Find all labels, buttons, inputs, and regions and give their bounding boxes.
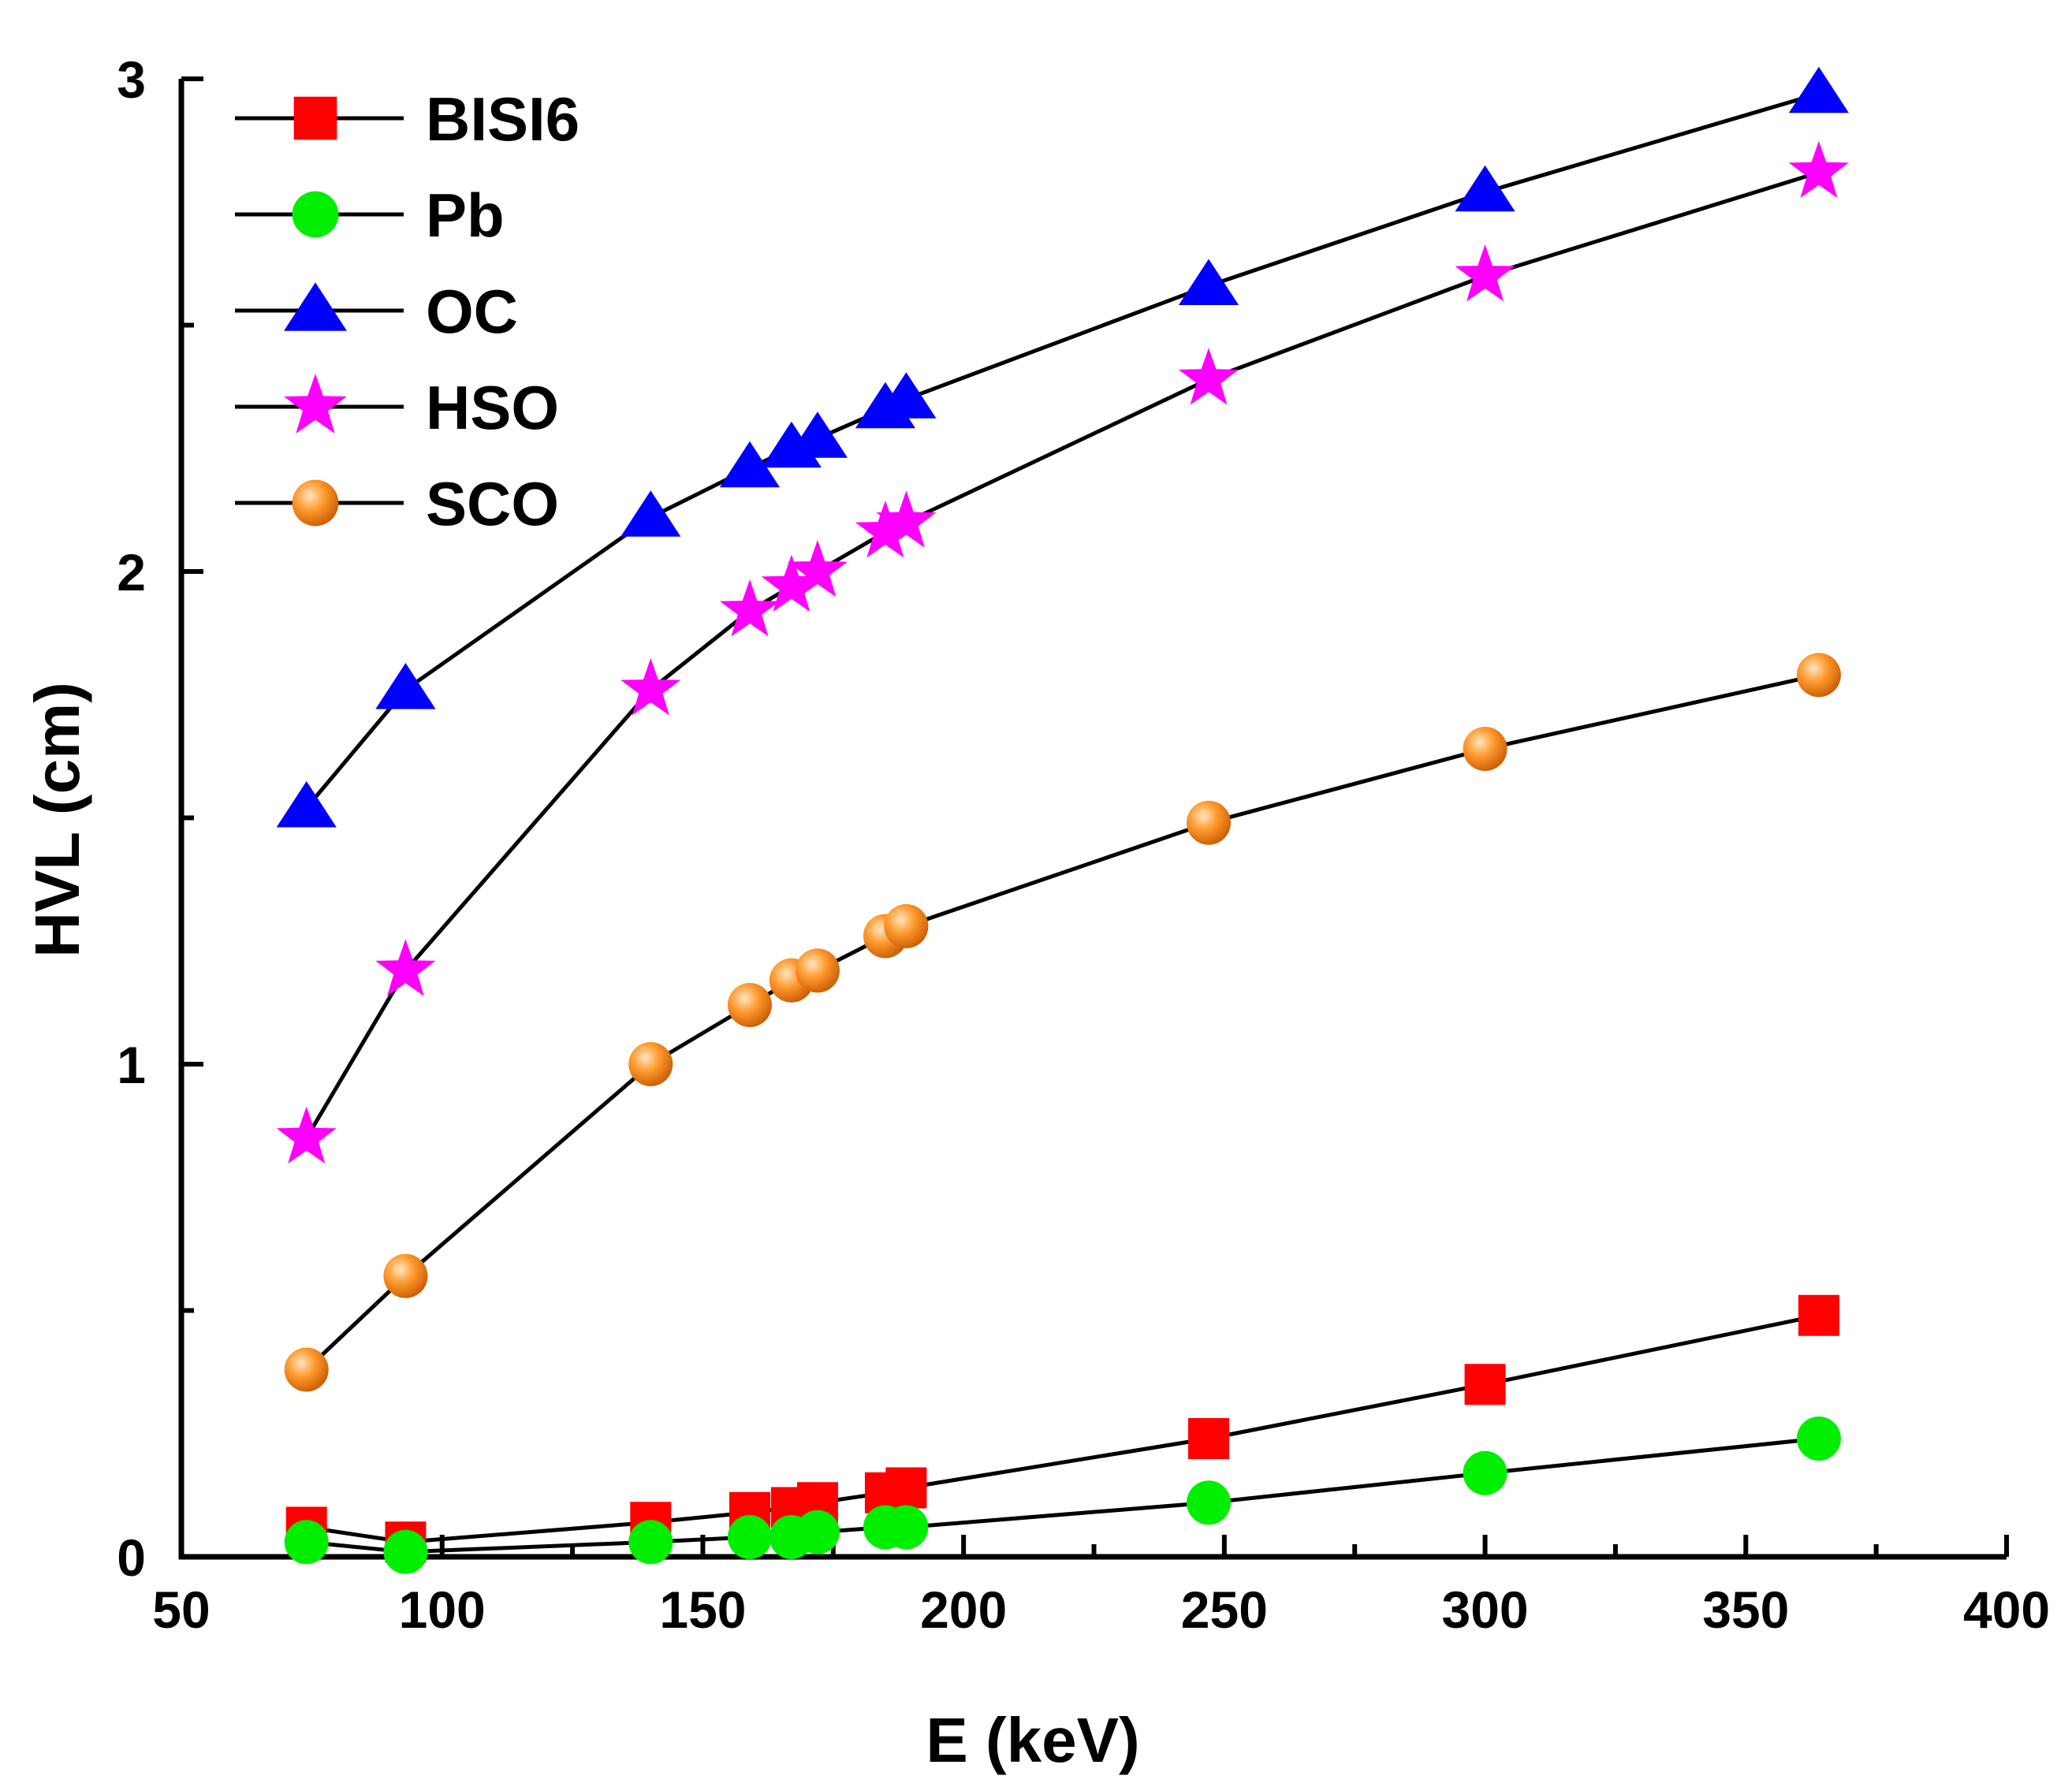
legend-item-pb: Pb [235, 181, 505, 250]
series-bisi6 [285, 1294, 1839, 1563]
series-line [304, 672, 1820, 1372]
legend-marker [292, 479, 339, 527]
series-line [304, 170, 1820, 1140]
data-point [1798, 1294, 1839, 1336]
y-axis-title: HVL (cm) [22, 682, 92, 958]
data-point [727, 983, 772, 1027]
y-tick-label: 1 [117, 1036, 146, 1094]
x-tick-label: 400 [1963, 1580, 2050, 1639]
legend-marker [284, 374, 347, 434]
x-tick-label: 150 [659, 1580, 746, 1639]
data-point [1455, 244, 1515, 302]
data-point [628, 1042, 673, 1086]
data-point [1179, 348, 1239, 405]
ticks: 50 100 150 200 250 300 350 400 0 1 2 3 [117, 50, 2050, 1639]
data-point [1464, 1364, 1506, 1405]
data-point [1187, 800, 1232, 845]
data-point [1788, 66, 1849, 114]
data-point [855, 501, 915, 558]
data-point [1788, 140, 1849, 199]
data-point [795, 1510, 840, 1554]
legend-label: HSO [426, 373, 559, 442]
data-point [727, 1515, 772, 1559]
legend-label: Pb [426, 181, 505, 250]
y-tick-label: 0 [117, 1528, 146, 1587]
data-point [1187, 1480, 1232, 1525]
legend-item-sco: SCO [235, 469, 559, 538]
data-point [620, 658, 681, 716]
series-line [304, 91, 1820, 810]
data-point [375, 939, 436, 996]
data-point [884, 1505, 929, 1550]
series-layer [276, 66, 1849, 1574]
data-point [1188, 1418, 1230, 1459]
legend-label: OC [426, 277, 518, 346]
legend-item-oc: OC [235, 277, 518, 346]
data-point [383, 1529, 428, 1574]
data-point [884, 904, 929, 948]
data-point [876, 372, 937, 419]
legend-label: BISI6 [426, 84, 579, 154]
data-point [719, 579, 780, 637]
data-point [1178, 259, 1239, 305]
legend-marker [284, 282, 347, 331]
data-point [761, 554, 822, 612]
data-point [1796, 1417, 1841, 1461]
series-line [306, 1313, 1820, 1544]
x-tick-label: 300 [1442, 1580, 1529, 1639]
x-tick-label: 200 [920, 1580, 1007, 1639]
data-point [1463, 1450, 1507, 1495]
legend-label: SCO [426, 469, 559, 538]
data-point [284, 1347, 329, 1392]
data-point [885, 1467, 927, 1509]
x-tick-label: 100 [399, 1580, 486, 1639]
y-tick-label: 3 [117, 50, 146, 109]
legend-marker [292, 191, 339, 238]
data-point [1455, 165, 1515, 212]
series-hso [276, 140, 1849, 1164]
series-sco [284, 653, 1841, 1392]
data-point [276, 1106, 337, 1164]
legend-marker [293, 96, 337, 140]
legend: BISI6 Pb OC HSO SCO [235, 84, 579, 538]
series-pb [284, 1417, 1841, 1574]
data-point [876, 490, 937, 548]
legend-item-hso: HSO [235, 373, 559, 442]
series-oc [276, 66, 1849, 828]
x-axis-title: E (keV) [926, 1705, 1139, 1775]
data-point [628, 1520, 673, 1565]
series-line [306, 1436, 1820, 1554]
data-point [375, 663, 436, 709]
data-point [795, 948, 840, 993]
data-point [276, 781, 337, 828]
data-point [284, 1520, 329, 1565]
data-point [787, 411, 848, 458]
data-point [1796, 653, 1841, 698]
data-point [787, 540, 848, 598]
x-tick-label: 350 [1702, 1580, 1789, 1639]
data-point [620, 490, 681, 537]
x-tick-label: 250 [1181, 1580, 1268, 1639]
y-tick-label: 2 [117, 543, 146, 601]
legend-item-bisi6: BISI6 [235, 84, 579, 154]
data-point [719, 441, 781, 488]
x-tick-label: 50 [152, 1580, 210, 1639]
data-point [1463, 727, 1507, 771]
data-point [383, 1253, 428, 1298]
